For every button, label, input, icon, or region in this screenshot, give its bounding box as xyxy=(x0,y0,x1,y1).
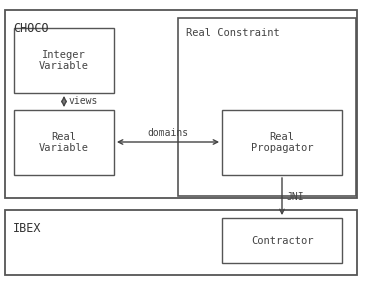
Text: JNI: JNI xyxy=(286,191,304,202)
Bar xyxy=(5,210,357,275)
Text: IBEX: IBEX xyxy=(13,222,41,235)
Text: Real
Variable: Real Variable xyxy=(39,132,89,153)
Bar xyxy=(5,10,357,198)
Text: Real
Propagator: Real Propagator xyxy=(251,132,313,153)
Text: CHOCO: CHOCO xyxy=(13,22,49,35)
Bar xyxy=(222,110,342,175)
Text: domains: domains xyxy=(147,128,188,138)
Bar xyxy=(222,218,342,263)
Text: Real Constraint: Real Constraint xyxy=(186,28,280,38)
Bar xyxy=(178,18,356,196)
Bar xyxy=(14,28,114,93)
Text: Contractor: Contractor xyxy=(251,235,313,246)
Text: Integer
Variable: Integer Variable xyxy=(39,50,89,71)
Text: views: views xyxy=(69,96,98,107)
Bar xyxy=(14,110,114,175)
